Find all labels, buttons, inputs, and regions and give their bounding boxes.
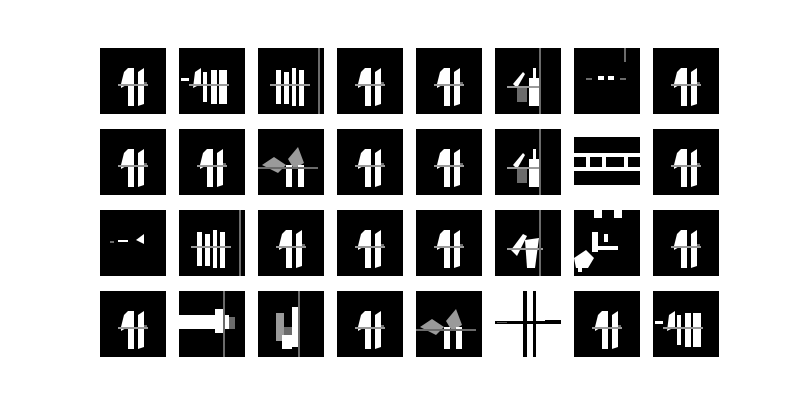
tile-glyph: [574, 210, 622, 272]
image-tile: [574, 129, 640, 195]
tile-glyph: [197, 149, 227, 187]
tile-glyph: [434, 149, 464, 187]
image-tile: [574, 210, 640, 276]
image-tile: [337, 210, 403, 276]
tile-glyph: [258, 147, 318, 187]
tile-glyph: [110, 234, 144, 244]
image-tile: [179, 210, 245, 276]
tile-glyph: [181, 68, 229, 104]
tile-glyph: [276, 230, 306, 268]
image-tile: [258, 129, 324, 195]
tile-glyph: [434, 230, 464, 268]
image-tile: [495, 48, 561, 114]
image-tile: [495, 129, 561, 195]
image-tile: [258, 210, 324, 276]
image-tile: [100, 291, 166, 357]
image-tile: [495, 291, 561, 357]
tile-glyph: [416, 309, 476, 349]
tile-glyph: [179, 291, 235, 357]
image-tile: [416, 129, 482, 195]
tile-glyph: [276, 291, 300, 357]
tile-glyph: [507, 129, 541, 195]
tile-glyph: [655, 311, 703, 347]
tile-glyph: [671, 68, 701, 106]
image-tile: [416, 291, 482, 357]
image-tile: [337, 48, 403, 114]
tile-glyph: [270, 48, 320, 114]
tile-glyph: [671, 230, 701, 268]
image-tile: [653, 129, 719, 195]
image-tile: [495, 210, 561, 276]
image-tile: [574, 48, 640, 114]
image-tile: [179, 129, 245, 195]
image-tile: [574, 291, 640, 357]
tile-glyph: [118, 68, 148, 106]
image-tile: [337, 291, 403, 357]
tile-glyph: [191, 210, 241, 276]
image-tile: [653, 48, 719, 114]
image-tile: [653, 291, 719, 357]
image-tile: [179, 291, 245, 357]
image-tile: [100, 48, 166, 114]
image-tile: [258, 291, 324, 357]
image-tile: [416, 210, 482, 276]
image-tile: [179, 48, 245, 114]
image-tile: [258, 48, 324, 114]
image-tile: [653, 210, 719, 276]
tile-glyph: [671, 149, 701, 187]
tile-glyph: [507, 48, 541, 114]
tile-glyph: [118, 311, 148, 349]
tile-glyph: [355, 149, 385, 187]
tile-glyph: [355, 311, 385, 349]
tile-glyph: [355, 68, 385, 106]
tile-glyph: [507, 210, 543, 276]
image-tile: [337, 129, 403, 195]
image-tile: [416, 48, 482, 114]
tile-glyph: [592, 311, 622, 349]
tile-glyph: [355, 230, 385, 268]
image-tile: [100, 129, 166, 195]
tile-glyph: [574, 129, 640, 195]
image-tile: [100, 210, 166, 276]
tile-glyph: [434, 68, 464, 106]
tile-glyph: [118, 149, 148, 187]
tile-glyph: [586, 48, 626, 80]
tile-glyph: [495, 291, 561, 357]
